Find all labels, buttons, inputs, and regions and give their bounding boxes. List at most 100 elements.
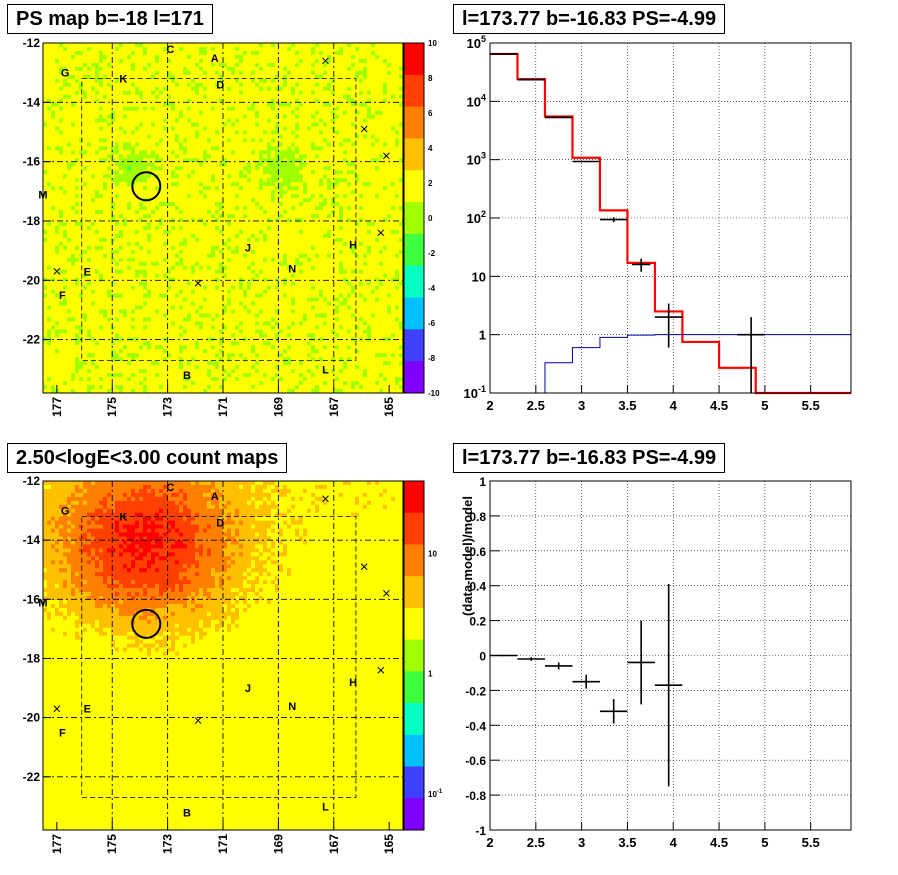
heatmap-cell bbox=[239, 373, 244, 378]
heatmap-cell bbox=[139, 373, 144, 378]
heatmap-cell bbox=[251, 166, 256, 171]
heatmap-cell bbox=[159, 210, 164, 215]
heatmap-cell bbox=[243, 54, 248, 60]
heatmap-cell bbox=[59, 214, 64, 219]
heatmap-cell bbox=[239, 253, 244, 259]
heatmap-cell bbox=[43, 325, 48, 330]
heatmap-cell bbox=[155, 70, 160, 76]
heatmap-cell bbox=[259, 142, 264, 147]
heatmap-cell bbox=[263, 54, 268, 60]
heatmap-cell bbox=[139, 221, 144, 227]
heatmap-cell bbox=[231, 309, 236, 314]
heatmap-cell bbox=[267, 98, 272, 104]
heatmap-cell bbox=[179, 86, 184, 92]
heatmap-cell bbox=[179, 281, 184, 287]
heatmap-cell bbox=[231, 186, 236, 191]
heatmap-cell bbox=[55, 110, 60, 115]
heatmap-cell bbox=[263, 138, 268, 143]
heatmap-cell bbox=[215, 225, 220, 231]
heatmap-cell bbox=[231, 118, 236, 123]
heatmap-cell bbox=[255, 194, 260, 199]
heatmap-cell bbox=[135, 98, 140, 104]
heatmap-cell bbox=[47, 118, 52, 123]
heatmap-cell bbox=[135, 166, 140, 171]
heatmap-cell bbox=[115, 114, 120, 119]
heatmap-cell bbox=[223, 317, 228, 322]
heatmap-cell bbox=[263, 74, 268, 80]
heatmap-cell bbox=[147, 297, 152, 302]
heatmap-cell bbox=[175, 210, 180, 215]
heatmap-cell bbox=[123, 229, 128, 235]
heatmap-cell bbox=[239, 43, 244, 48]
heatmap-cell bbox=[127, 194, 132, 199]
heatmap-cell bbox=[251, 321, 256, 326]
heatmap-cell bbox=[251, 377, 256, 382]
heatmap-cell bbox=[211, 90, 216, 96]
heatmap-cell bbox=[47, 110, 52, 115]
heatmap-cell bbox=[187, 102, 192, 108]
heatmap-cell bbox=[119, 174, 124, 179]
heatmap-cell bbox=[139, 138, 144, 143]
heatmap-cell bbox=[75, 257, 80, 263]
heatmap-cell bbox=[263, 46, 268, 52]
heatmap-cell bbox=[191, 194, 196, 199]
heatmap-cell bbox=[199, 361, 204, 366]
heatmap-cell bbox=[251, 194, 256, 199]
heatmap-cell bbox=[219, 289, 224, 294]
heatmap-cell bbox=[111, 301, 116, 306]
heatmap-cell bbox=[179, 138, 184, 143]
heatmap-cell bbox=[199, 74, 204, 80]
heatmap-cell bbox=[95, 273, 100, 279]
heatmap-cell bbox=[95, 154, 100, 159]
heatmap-cell bbox=[175, 249, 180, 255]
heatmap-cell bbox=[251, 221, 256, 227]
heatmap-cell bbox=[155, 126, 160, 131]
heatmap-cell bbox=[63, 301, 68, 306]
heatmap-cell bbox=[187, 78, 192, 84]
heatmap-cell bbox=[247, 269, 252, 275]
heatmap-cell bbox=[223, 365, 228, 370]
heatmap-cell bbox=[163, 281, 168, 287]
heatmap-cell bbox=[247, 66, 252, 72]
heatmap-cell bbox=[71, 293, 76, 298]
heatmap-cell bbox=[155, 341, 160, 346]
heatmap-cell bbox=[95, 118, 100, 123]
heatmap-cell bbox=[195, 62, 200, 68]
heatmap-cell bbox=[59, 194, 64, 199]
heatmap-cell bbox=[43, 369, 48, 374]
heatmap-cell bbox=[59, 361, 64, 366]
heatmap-cell bbox=[75, 43, 80, 48]
heatmap-cell bbox=[71, 265, 76, 271]
heatmap-cell bbox=[175, 122, 180, 127]
heatmap-cell bbox=[107, 365, 112, 370]
heatmap-cell bbox=[263, 66, 268, 72]
heatmap-cell bbox=[139, 297, 144, 302]
heatmap-cell bbox=[79, 194, 84, 199]
heatmap-cell bbox=[103, 134, 108, 139]
heatmap-cell bbox=[227, 273, 232, 279]
heatmap-cell bbox=[47, 90, 52, 96]
heatmap-cell bbox=[99, 389, 104, 394]
heatmap-cell bbox=[91, 389, 96, 394]
heatmap-cell bbox=[91, 273, 96, 279]
heatmap-cell bbox=[179, 190, 184, 195]
heatmap-cell bbox=[203, 43, 208, 48]
heatmap-cell bbox=[103, 265, 108, 271]
heatmap-cell bbox=[195, 134, 200, 139]
heatmap-cell bbox=[163, 162, 168, 167]
heatmap-cell bbox=[123, 146, 128, 151]
heatmap-cell bbox=[123, 82, 128, 88]
heatmap-cell bbox=[219, 265, 224, 271]
heatmap-cell bbox=[79, 369, 84, 374]
heatmap-cell bbox=[115, 273, 120, 279]
heatmap-cell bbox=[243, 70, 248, 76]
heatmap-cell bbox=[167, 305, 172, 310]
heatmap-cell bbox=[175, 54, 180, 60]
heatmap-cell bbox=[263, 305, 268, 310]
heatmap-cell bbox=[259, 373, 264, 378]
heatmap-cell bbox=[167, 245, 172, 251]
heatmap-cell bbox=[199, 357, 204, 362]
heatmap-cell bbox=[191, 202, 196, 207]
heatmap-cell bbox=[79, 146, 84, 151]
heatmap-cell bbox=[151, 114, 156, 119]
